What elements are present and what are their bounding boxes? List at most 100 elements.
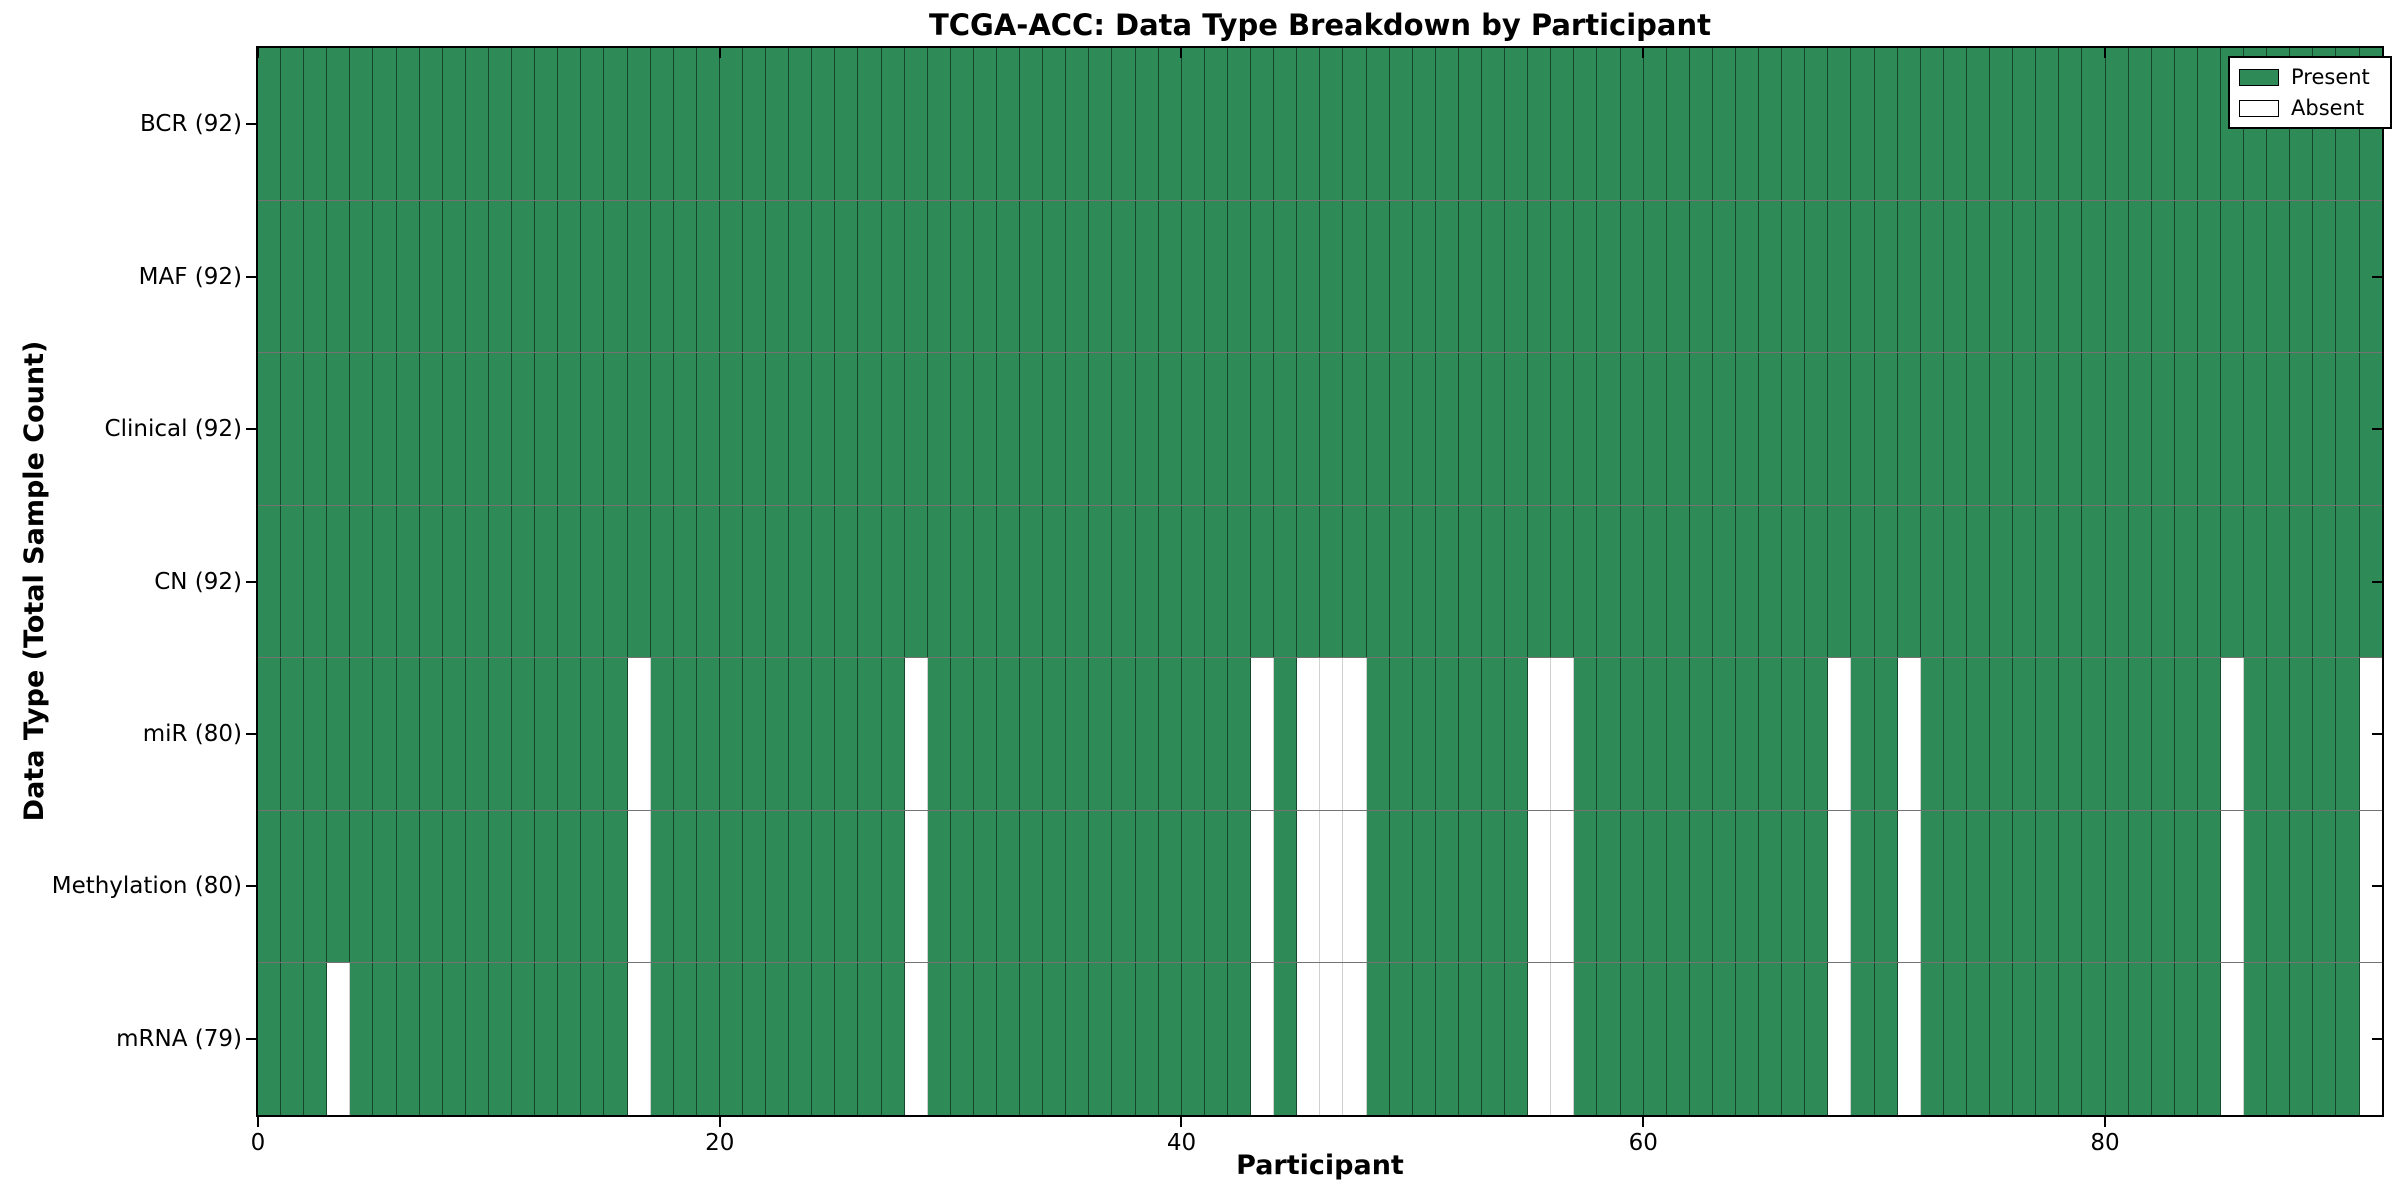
- present-cell: [1435, 48, 1459, 200]
- present-cell: [2128, 505, 2152, 658]
- present-cell: [2197, 353, 2221, 505]
- present-cell: [2313, 963, 2337, 1116]
- present-cell: [281, 963, 305, 1116]
- present-cell: [673, 353, 697, 505]
- present-cell: [1043, 505, 1067, 658]
- present-cell: [1943, 963, 1967, 1116]
- present-cell: [1943, 48, 1967, 200]
- present-cell: [2105, 200, 2129, 353]
- present-cell: [604, 48, 628, 200]
- present-cell: [558, 200, 582, 353]
- present-cell: [581, 658, 605, 810]
- present-cell: [1874, 810, 1898, 963]
- present-cell: [1966, 48, 1991, 200]
- present-cell: [1574, 658, 1598, 810]
- present-cell: [2036, 200, 2060, 353]
- present-cell: [2082, 810, 2106, 963]
- absent-cell: [2359, 810, 2382, 963]
- present-cell: [2313, 810, 2337, 963]
- present-cell: [742, 505, 767, 658]
- present-cell: [2313, 200, 2337, 353]
- present-cell: [350, 48, 374, 200]
- present-cell: [1782, 48, 1806, 200]
- present-cell: [1020, 810, 1044, 963]
- present-cell: [396, 963, 420, 1116]
- present-cell: [488, 963, 513, 1116]
- present-cell: [1759, 963, 1783, 1116]
- present-cell: [2290, 505, 2314, 658]
- present-cell: [1412, 48, 1436, 200]
- present-cell: [2036, 658, 2060, 810]
- present-cell: [1897, 505, 1921, 658]
- present-cell: [1366, 505, 1390, 658]
- present-cell: [558, 48, 582, 200]
- present-cell: [696, 658, 720, 810]
- x-tick-top: [1180, 48, 1183, 58]
- present-cell: [766, 353, 790, 505]
- present-cell: [419, 505, 443, 658]
- present-cell: [1320, 200, 1344, 353]
- present-cell: [1990, 505, 2014, 658]
- present-cell: [1805, 200, 1829, 353]
- heatmap-row-Methylation: [258, 810, 2382, 964]
- present-cell: [789, 505, 813, 658]
- present-cell: [1112, 658, 1136, 810]
- legend-label-absent: Absent: [2291, 96, 2365, 120]
- present-cell: [1851, 963, 1875, 1116]
- present-cell: [2059, 48, 2083, 200]
- absent-cell: [327, 963, 351, 1116]
- present-cell: [1597, 505, 1621, 658]
- present-cell: [1643, 810, 1667, 963]
- present-cell: [904, 505, 928, 658]
- present-cell: [1874, 963, 1898, 1116]
- present-cell: [281, 810, 305, 963]
- present-cell: [1620, 353, 1644, 505]
- present-cell: [2197, 810, 2221, 963]
- present-cell: [1227, 810, 1252, 963]
- present-cell: [2359, 353, 2382, 505]
- present-cell: [1135, 505, 1159, 658]
- present-cell: [373, 810, 397, 963]
- absent-cell: [1320, 658, 1344, 810]
- present-cell: [1066, 48, 1090, 200]
- present-cell: [881, 810, 905, 963]
- present-cell: [2336, 200, 2360, 353]
- present-cell: [304, 963, 328, 1116]
- present-cell: [997, 963, 1021, 1116]
- present-cell: [1851, 658, 1875, 810]
- present-cell: [2082, 353, 2106, 505]
- absent-cell: [1251, 810, 1275, 963]
- present-cell: [419, 353, 443, 505]
- present-cell: [973, 658, 997, 810]
- present-cell: [1227, 200, 1252, 353]
- present-cell: [1458, 505, 1482, 658]
- present-cell: [350, 963, 374, 1116]
- present-cell: [2220, 505, 2245, 658]
- present-cell: [858, 658, 882, 810]
- present-cell: [881, 658, 905, 810]
- present-cell: [1366, 353, 1390, 505]
- present-cell: [742, 200, 767, 353]
- present-cell: [1158, 963, 1182, 1116]
- present-cell: [327, 353, 351, 505]
- present-cell: [1251, 200, 1275, 353]
- present-cell: [535, 200, 559, 353]
- present-cell: [1412, 353, 1436, 505]
- present-cell: [1366, 48, 1390, 200]
- present-cell: [673, 200, 697, 353]
- present-cell: [1643, 505, 1667, 658]
- present-cell: [881, 963, 905, 1116]
- present-cell: [1759, 48, 1783, 200]
- absent-cell: [1897, 963, 1921, 1116]
- present-cell: [2244, 810, 2268, 963]
- present-cell: [1574, 200, 1598, 353]
- present-cell: [2336, 963, 2360, 1116]
- present-cell: [1620, 658, 1644, 810]
- present-cell: [858, 810, 882, 963]
- present-cell: [1736, 200, 1760, 353]
- absent-cell: [1251, 658, 1275, 810]
- present-cell: [281, 200, 305, 353]
- absent-cell: [904, 963, 928, 1116]
- present-cell: [1666, 505, 1690, 658]
- present-cell: [604, 353, 628, 505]
